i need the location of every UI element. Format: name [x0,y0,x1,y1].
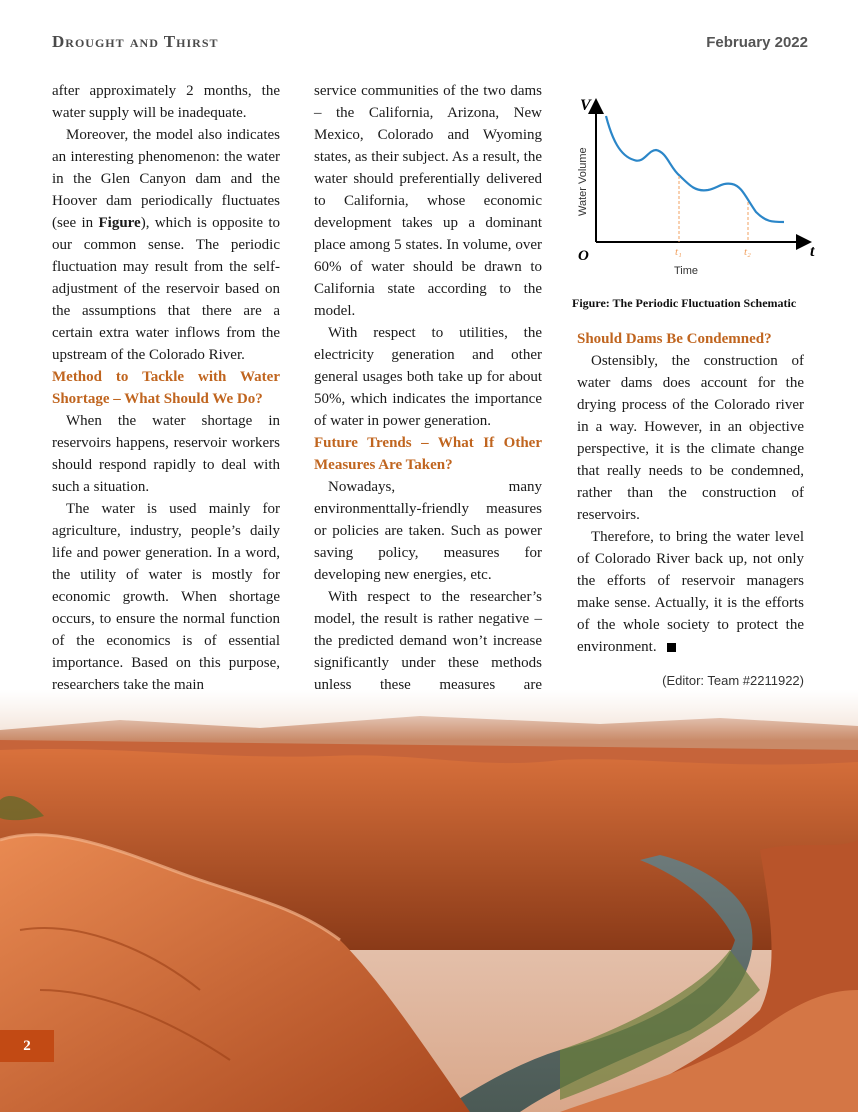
running-header-date: February 2022 [706,34,808,51]
paragraph: With respect to utilities, the electrici… [314,325,542,429]
column-2: service communities of the two dams – th… [314,80,542,718]
t2-label: t₂ [744,246,751,258]
paragraph: Nowadays, many environmenttally-friendly… [314,479,542,583]
end-mark-icon [666,643,676,653]
paragraph: Therefore, to bring the water level of C… [577,529,804,655]
fluctuation-schematic: V t O Water Volume Time t₁ t₂ [577,97,815,277]
section-heading: Should Dams Be Condemned? [577,331,772,347]
column-3: Should Dams Be Condemned? Ostensibly, th… [577,328,804,692]
paragraph: The water is used mainly for agriculture… [52,501,280,693]
t1-label: t₁ [675,246,682,258]
volume-curve [604,115,785,224]
fluctuation-figure: V t O Water Volume Time t₁ t₂ [572,94,827,284]
paragraph: service communities of the two dams – th… [314,83,542,319]
x-axis-letter: t [810,243,815,260]
running-header-title: Drought and Thirst [52,32,219,51]
y-axis-letter: V [580,97,592,114]
page-number-badge: 2 [0,1030,54,1062]
section-heading: Method to Tackle with Water Shortage – W… [52,369,280,407]
paragraph: Ostensibly, the construction of water da… [577,353,804,523]
section-heading: Future Trends – What If Other Measures A… [314,435,542,473]
figure-caption: Figure: The Periodic Fluctuation Schemat… [572,296,797,310]
origin-label: O [578,248,589,264]
column-1: after approximately 2 months, the water … [52,80,280,696]
canyon-image [0,690,858,1112]
editor-credit: (Editor: Team #2211922) [662,673,804,688]
canyon-illustration [0,690,858,1112]
paragraph: When the water shortage in reservoirs ha… [52,413,280,495]
y-axis-label: Water Volume [577,147,589,216]
paragraph: Moreover, the model also indicates an in… [52,127,280,363]
x-axis-label: Time [674,265,698,277]
paragraph: after approximately 2 months, the water … [52,83,280,121]
